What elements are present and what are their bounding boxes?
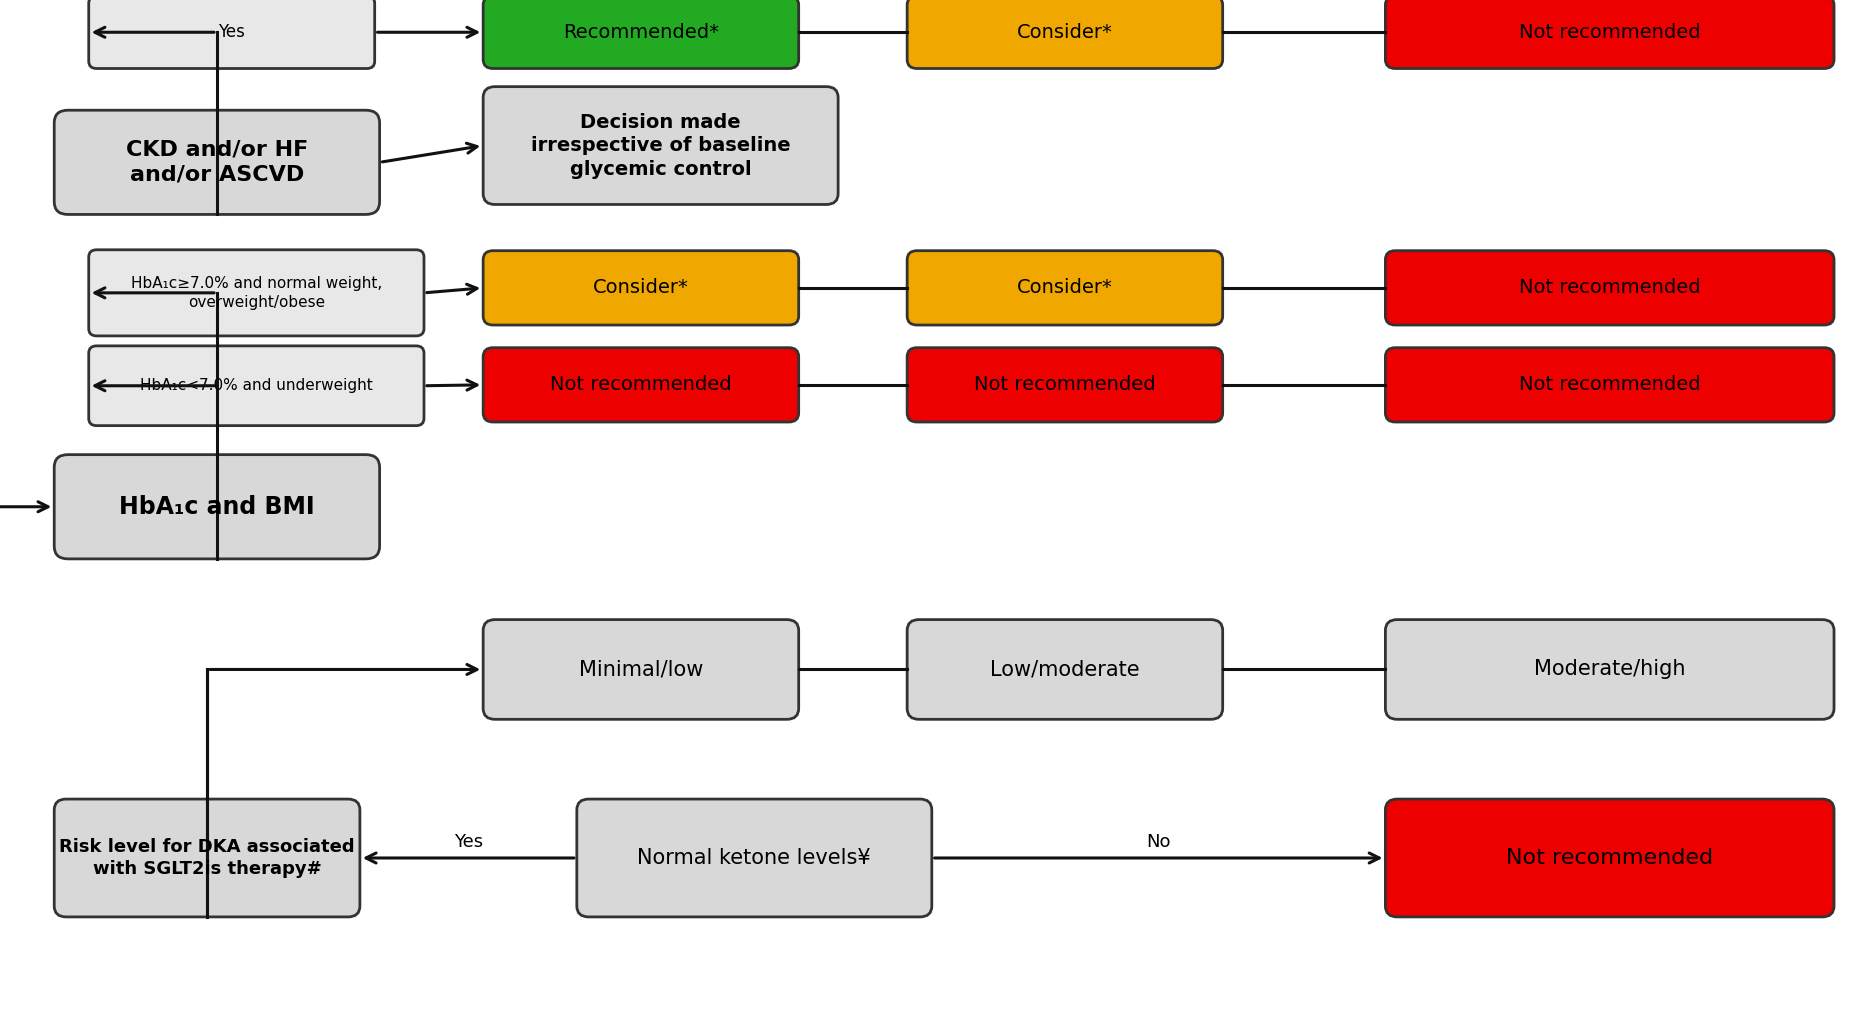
FancyBboxPatch shape	[906, 0, 1223, 68]
Text: Consider*: Consider*	[593, 278, 688, 297]
Text: Consider*: Consider*	[1016, 278, 1113, 297]
Text: Decision made
irrespective of baseline
glycemic control: Decision made irrespective of baseline g…	[531, 113, 790, 178]
FancyBboxPatch shape	[483, 620, 798, 720]
FancyBboxPatch shape	[1385, 0, 1832, 68]
FancyBboxPatch shape	[89, 249, 423, 336]
FancyBboxPatch shape	[906, 250, 1223, 325]
Text: HbA₁c and BMI: HbA₁c and BMI	[119, 495, 315, 519]
FancyBboxPatch shape	[483, 87, 837, 205]
FancyBboxPatch shape	[89, 346, 423, 426]
FancyBboxPatch shape	[906, 348, 1223, 422]
Text: Not recommended: Not recommended	[550, 376, 731, 394]
Text: Not recommended: Not recommended	[1517, 278, 1700, 297]
Text: Not recommended: Not recommended	[973, 376, 1156, 394]
Text: HbA₁c≥7.0% and normal weight,
overweight/obese: HbA₁c≥7.0% and normal weight, overweight…	[130, 276, 382, 309]
Text: Consider*: Consider*	[1016, 22, 1113, 42]
Text: Yes: Yes	[218, 23, 244, 42]
Text: Not recommended: Not recommended	[1517, 376, 1700, 394]
Text: Not recommended: Not recommended	[1506, 848, 1713, 868]
Text: Recommended*: Recommended*	[563, 22, 718, 42]
FancyBboxPatch shape	[54, 110, 380, 215]
Text: Normal ketone levels¥: Normal ketone levels¥	[637, 848, 870, 868]
FancyBboxPatch shape	[89, 0, 375, 68]
Text: Minimal/low: Minimal/low	[578, 660, 703, 679]
Text: HbA₁c<7.0% and underweight: HbA₁c<7.0% and underweight	[140, 379, 373, 393]
Text: CKD and/or HF
and/or ASCVD: CKD and/or HF and/or ASCVD	[125, 139, 308, 184]
FancyBboxPatch shape	[1385, 250, 1832, 325]
FancyBboxPatch shape	[54, 455, 380, 559]
FancyBboxPatch shape	[1385, 348, 1832, 422]
FancyBboxPatch shape	[1385, 620, 1832, 720]
FancyBboxPatch shape	[576, 799, 932, 917]
Text: No: No	[1146, 833, 1171, 851]
Text: Not recommended: Not recommended	[1517, 22, 1700, 42]
Text: Low/moderate: Low/moderate	[990, 660, 1139, 679]
FancyBboxPatch shape	[54, 799, 360, 917]
FancyBboxPatch shape	[483, 348, 798, 422]
FancyBboxPatch shape	[483, 250, 798, 325]
FancyBboxPatch shape	[1385, 799, 1832, 917]
Text: Risk level for DKA associated
with SGLT2is therapy#: Risk level for DKA associated with SGLT2…	[60, 838, 354, 879]
Text: Moderate/high: Moderate/high	[1532, 660, 1685, 679]
FancyBboxPatch shape	[906, 620, 1223, 720]
Text: Yes: Yes	[453, 833, 483, 851]
FancyBboxPatch shape	[483, 0, 798, 68]
